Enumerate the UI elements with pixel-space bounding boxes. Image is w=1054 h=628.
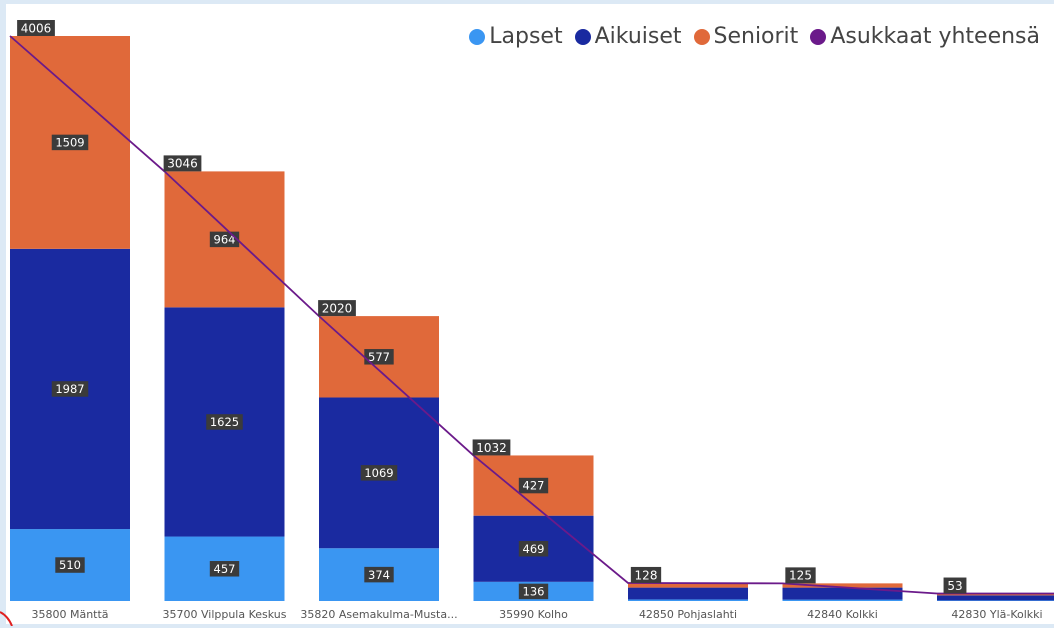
data-label-seniorit-3: 427 [518, 477, 549, 494]
data-label-aikuiset-3: 469 [518, 540, 549, 557]
total-label-0: 4006 [17, 20, 55, 36]
chart-panel: 35800 Mänttä 35700 Vilppula Keskus 35820 A… [6, 4, 1054, 624]
legend-label-asukkaat-yhteensa: Asukkaat yhteensä [830, 24, 1040, 49]
data-label-lapset-3-bg [518, 583, 549, 600]
data-label-seniorit-2-bg [364, 349, 394, 365]
bar-lapset-5 [782, 599, 903, 601]
data-label-seniorit-2: 577 [364, 349, 394, 365]
data-label-seniorit-0: 1509 [51, 134, 89, 151]
data-label-lapset-0-bg [55, 557, 85, 573]
data-label-aikuiset-1: 1625 [206, 414, 243, 430]
data-label-lapset-1-bg [209, 561, 240, 577]
bar-seniorit-4 [628, 582, 748, 588]
bar-seniorit-5 [782, 583, 903, 588]
data-label-lapset-2-bg [364, 566, 394, 583]
data-label-aikuiset-0: 1987 [51, 381, 89, 397]
data-label-lapset-2-text: 374 [368, 568, 390, 582]
total-label-6-text: 53 [947, 579, 962, 593]
x-tick-label-3: 35990 Kolho [499, 608, 568, 621]
legend-label-seniorit: Seniorit [713, 24, 799, 49]
legend-label-lapset: Lapset [489, 24, 563, 49]
bar-seniorit-6 [937, 593, 1054, 596]
total-label-5-text: 125 [789, 569, 812, 583]
legend-marker-aikuiset [574, 28, 591, 45]
x-tick-label-6: 42830 Ylä-Kolkki [951, 608, 1042, 621]
data-label-lapset-1-text: 457 [214, 562, 236, 576]
data-label-lapset-1: 457 [209, 561, 240, 577]
total-label-6-bg [943, 577, 967, 594]
total-label-0-bg [17, 20, 55, 36]
total-label-1-bg [163, 155, 202, 172]
total-label-2: 2020 [318, 300, 356, 317]
legend-marker-asukkaat-yhteensa [810, 28, 827, 45]
legend-item-aikuiset[interactable]: Aikuiset [574, 24, 682, 49]
data-label-lapset-3-text: 136 [523, 585, 545, 599]
total-label-1: 3046 [163, 155, 202, 172]
x-tick-label-1: 35700 Vilppula Keskus [162, 608, 286, 621]
total-line [9, 35, 1054, 595]
total-label-5-bg [785, 567, 816, 584]
bars-group [10, 36, 1054, 601]
data-label-lapset-0: 510 [55, 557, 85, 573]
data-label-aikuiset-3-text: 469 [523, 542, 545, 556]
total-label-5: 125 [785, 567, 816, 584]
bar-aikuiset-5 [782, 587, 903, 600]
x-tick-label-5: 42840 Kolkki [807, 608, 878, 621]
x-tick-label-4: 42850 Pohjaslahti [639, 608, 737, 621]
data-label-aikuiset-3-bg [518, 540, 549, 557]
data-label-lapset-2: 374 [364, 566, 394, 583]
bar-lapset-6 [937, 600, 1054, 601]
x-tick-label-2: 35820 Asemakulma-Musta... [300, 608, 457, 621]
total-label-3-text: 1032 [476, 441, 507, 455]
data-label-seniorit-2-text: 577 [368, 350, 390, 364]
data-label-seniorit-1-text: 964 [214, 233, 236, 247]
data-label-aikuiset-0-bg [51, 381, 89, 397]
total-label-2-bg [318, 300, 356, 317]
data-label-seniorit-3-bg [518, 477, 549, 494]
legend-item-lapset[interactable]: Lapset [469, 24, 563, 49]
legend-marker-seniorit [693, 28, 710, 45]
data-label-aikuiset-1-text: 1625 [210, 415, 239, 429]
segment-labels-group: 510 1987 1509 457 1625 964 374 1069 577 136 469 427 [51, 134, 549, 600]
bar-aikuiset-4 [628, 587, 748, 600]
total-label-3-bg [472, 439, 511, 456]
data-label-seniorit-3-text: 427 [523, 479, 545, 493]
data-label-aikuiset-2-bg [360, 465, 398, 481]
total-label-1-text: 3046 [167, 157, 198, 171]
legend-item-seniorit[interactable]: Seniorit [693, 24, 799, 49]
bar-aikuiset-6 [937, 595, 1054, 601]
total-label-4-bg [630, 566, 662, 583]
data-label-aikuiset-0-text: 1987 [55, 382, 84, 396]
legend-label-aikuiset: Aikuiset [594, 24, 682, 49]
stacked-bar-chart: 35800 Mänttä 35700 Vilppula Keskus 35820 A… [9, 20, 1054, 621]
data-label-aikuiset-1-bg [206, 414, 243, 430]
total-label-0-text: 4006 [21, 21, 52, 35]
data-label-aikuiset-2-text: 1069 [364, 466, 393, 480]
bar-lapset-4 [628, 599, 748, 601]
total-label-2-text: 2020 [322, 301, 353, 315]
x-tick-label-0: 35800 Mänttä [31, 608, 108, 621]
total-label-6: 53 [943, 577, 967, 594]
legend-marker-lapset [469, 28, 486, 45]
total-label-4-text: 128 [635, 568, 658, 582]
chart-legend: Lapset Aikuiset Seniorit Asukkaat yhteen… [469, 24, 1040, 49]
data-label-seniorit-0-bg [51, 134, 89, 151]
data-label-seniorit-0-text: 1509 [55, 136, 84, 150]
total-label-4: 128 [630, 566, 662, 583]
data-label-aikuiset-2: 1069 [360, 465, 398, 481]
legend-item-asukkaat-yhteensa[interactable]: Asukkaat yhteensä [810, 24, 1040, 49]
data-label-seniorit-1: 964 [209, 231, 240, 248]
data-label-lapset-3: 136 [518, 583, 549, 600]
total-label-3: 1032 [472, 439, 511, 456]
data-label-lapset-0-text: 510 [59, 558, 81, 572]
